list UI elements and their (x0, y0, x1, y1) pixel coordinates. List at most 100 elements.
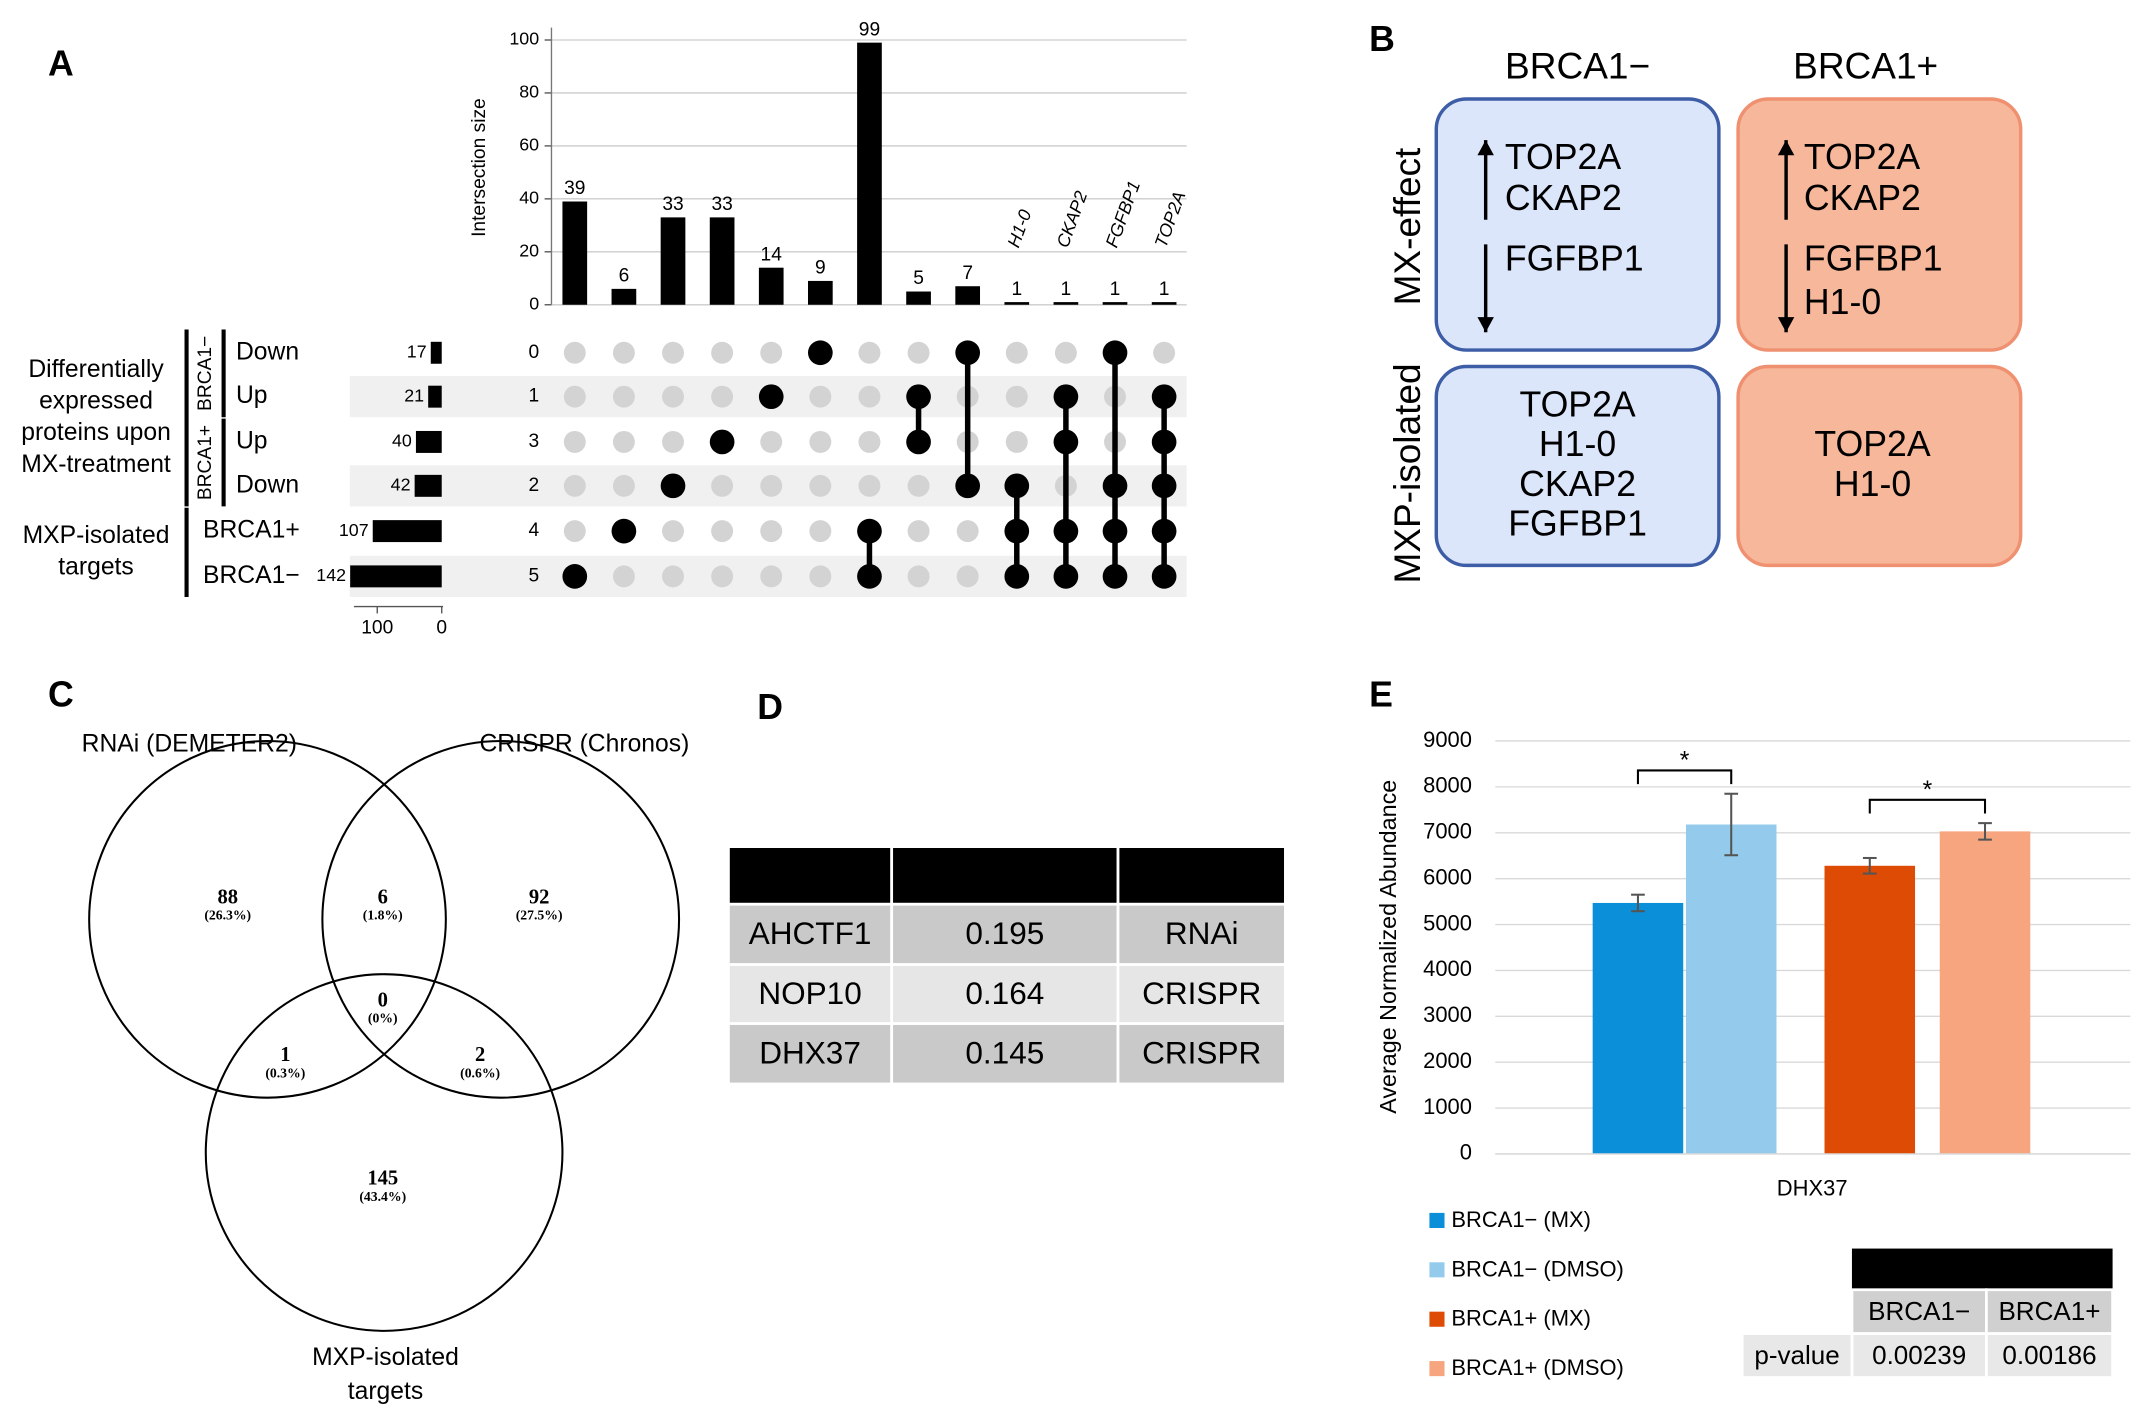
group-label: targets (58, 554, 133, 581)
table-text: p-value (1754, 1340, 1839, 1370)
member-dot (660, 473, 686, 499)
empty-dot (563, 474, 586, 497)
venn-circle (321, 739, 681, 1099)
empty-dot (858, 341, 881, 364)
significance-star: * (1680, 748, 1690, 775)
bar (1004, 302, 1030, 305)
gene: H1-0 (1804, 282, 1881, 322)
row-index: 4 (528, 520, 539, 541)
y-tick-label: 7000 (1423, 819, 1472, 844)
table-cell (727, 963, 894, 1025)
panel-label: C (48, 675, 74, 715)
y-tick-label: 2000 (1423, 1048, 1472, 1073)
table-text: 0.145 (965, 1034, 1044, 1070)
member-dot (1004, 518, 1030, 544)
y-tick-label: 0 (529, 293, 539, 313)
bar (1053, 302, 1079, 305)
legend-swatch (1429, 1361, 1445, 1377)
empty-dot (612, 341, 635, 364)
gene: CKAP2 (1519, 464, 1636, 504)
empty-dot (760, 430, 783, 453)
set-name: Down (236, 471, 299, 498)
gene: CKAP2 (1505, 178, 1622, 218)
cell-box (1434, 364, 1721, 568)
set-size-label: 40 (392, 431, 412, 451)
empty-dot (662, 520, 684, 543)
size-tick-label: 100 (361, 618, 393, 639)
y-tick-label: 5000 (1423, 910, 1472, 935)
y-tick-label: 40 (519, 188, 539, 208)
empty-dot (563, 430, 586, 453)
empty-dot (809, 474, 832, 497)
gene: TOP2A (1804, 137, 1920, 177)
value-label: 5 (913, 268, 924, 289)
venn-percent: (0%) (368, 1011, 398, 1027)
member-dot (1004, 473, 1030, 499)
table-text: RNAi (1165, 915, 1239, 951)
empty-dot (1005, 430, 1028, 453)
empty-dot (809, 520, 832, 543)
member-dot (1151, 473, 1177, 499)
gene: CKAP2 (1804, 178, 1921, 218)
gene: H1-0 (1834, 464, 1911, 504)
group-label: MXP-isolated (23, 522, 170, 549)
empty-dot (1005, 385, 1028, 408)
empty-dot (563, 520, 586, 543)
cell-box (1434, 97, 1721, 352)
set-size-bar (350, 565, 442, 588)
member-dot (1102, 564, 1128, 589)
empty-dot (662, 430, 684, 453)
set-size-bar (430, 341, 442, 364)
empty-dot (858, 385, 881, 408)
gene: TOP2A (1519, 384, 1635, 424)
table-cell (1116, 902, 1287, 966)
table-header: Dataset (1145, 856, 1259, 892)
member-dot (1151, 564, 1177, 589)
value-label: 9 (815, 258, 826, 279)
empty-dot (907, 474, 930, 497)
member-dot (1102, 518, 1128, 544)
empty-dot (1054, 341, 1077, 364)
significance-bracket (1636, 769, 1733, 785)
set-name: Up (236, 427, 268, 454)
empty-dot (662, 565, 684, 588)
set-size-bar (414, 474, 442, 497)
member-dot (857, 518, 882, 544)
bar (1939, 831, 2031, 1154)
empty-dot (711, 520, 734, 543)
empty-dot (809, 385, 832, 408)
member-dot (1151, 429, 1177, 455)
venn-set-label: MXP-isolated (312, 1344, 459, 1371)
table-header: DHX37 (1938, 1253, 2026, 1284)
set-size-bar (372, 520, 442, 543)
arrow-head (1777, 140, 1795, 156)
empty-dot (907, 341, 930, 364)
set-name: Down (236, 338, 299, 365)
y-tick-label: 100 (509, 29, 539, 49)
y-axis-title: Average Normalized Abundance (1375, 780, 1401, 1114)
panel-label: E (1369, 675, 1393, 715)
set-size-label: 107 (339, 520, 369, 540)
bar (1685, 824, 1777, 1154)
bar (1824, 865, 1916, 1154)
group-label: expressed (39, 388, 153, 415)
member-dot (1053, 384, 1079, 410)
member-dot (857, 564, 882, 589)
member-dot (906, 429, 931, 455)
table-cell (1985, 1288, 2114, 1335)
member-dot (1102, 340, 1128, 366)
venn-set-label: CRISPR (Chronos) (479, 731, 689, 758)
y-tick-label: 1000 (1423, 1094, 1472, 1119)
venn-set-label: targets (348, 1378, 423, 1405)
empty-dot (711, 341, 734, 364)
cell-box (1736, 364, 2023, 568)
value-label: 1 (1061, 279, 1072, 300)
x-tick-label: DHX37 (1777, 1175, 1848, 1200)
y-tick-label: 80 (519, 82, 539, 102)
significance-star: * (1923, 777, 1933, 804)
table-cell (1116, 845, 1287, 906)
significance-bracket (1868, 798, 1987, 814)
value-label: 33 (711, 194, 732, 215)
venn-count: 92 (529, 886, 550, 908)
